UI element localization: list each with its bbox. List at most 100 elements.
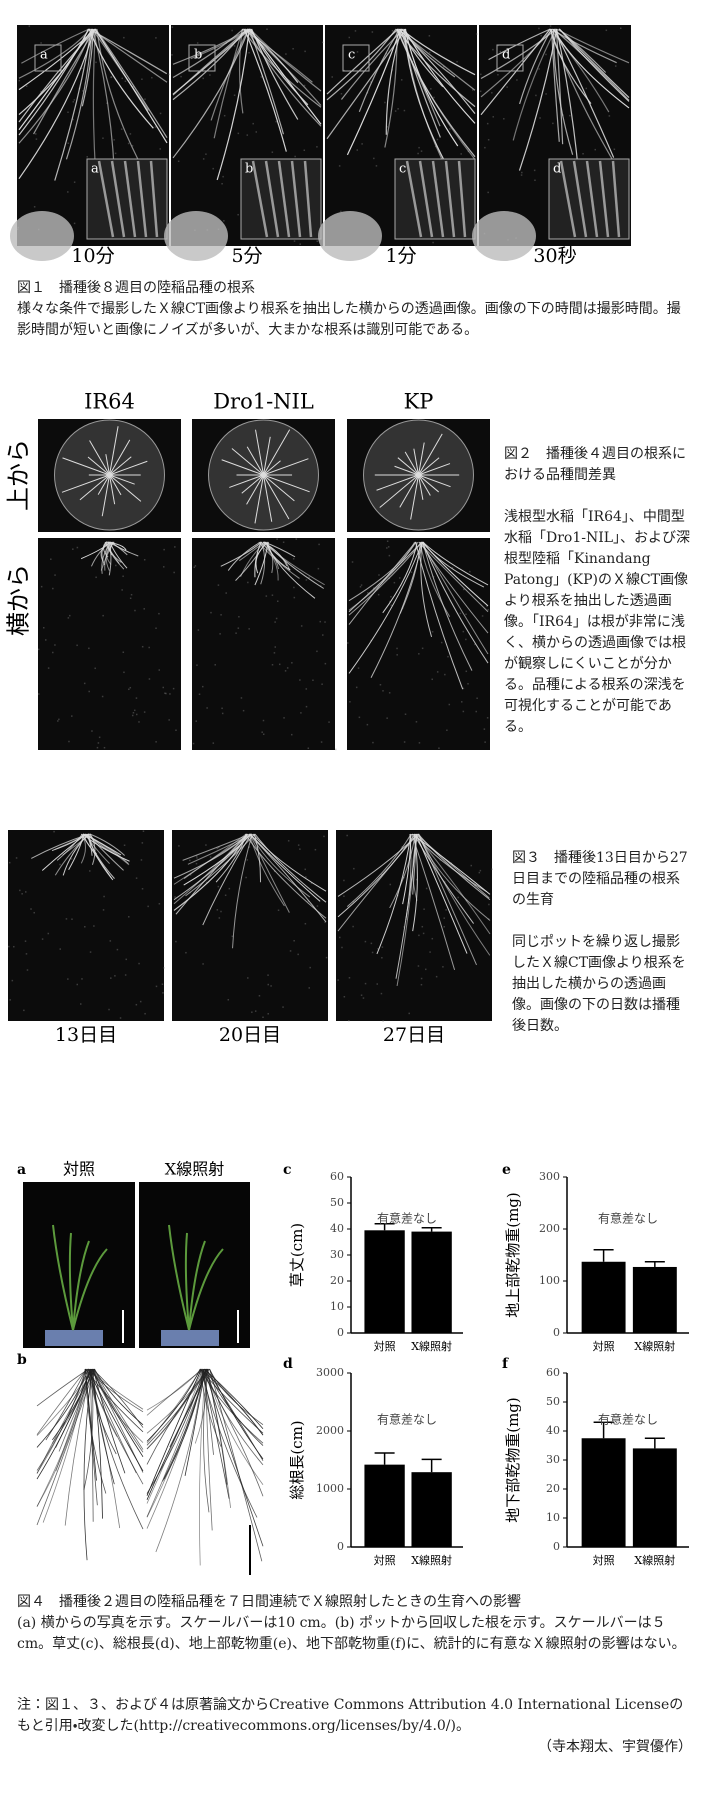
noise <box>308 576 310 579</box>
noise <box>73 99 76 101</box>
root <box>248 833 285 907</box>
noise <box>129 686 132 689</box>
root <box>246 446 264 476</box>
caption-title: 図３ 播種後13日目から27日目までの陸稲品種の根系の生育 <box>512 850 688 908</box>
noise <box>131 144 134 147</box>
root <box>418 474 440 493</box>
annotation: 有意差なし <box>598 1212 658 1226</box>
root <box>326 28 397 101</box>
noise <box>251 1011 253 1013</box>
noise <box>113 139 115 141</box>
root <box>80 833 87 864</box>
noise <box>225 592 227 594</box>
root <box>303 160 313 238</box>
noise <box>108 540 110 543</box>
noise <box>223 114 226 117</box>
noise <box>340 210 342 213</box>
noise <box>68 740 70 743</box>
noise <box>316 905 319 907</box>
root <box>420 541 433 638</box>
noise <box>418 934 420 937</box>
noise <box>248 846 251 848</box>
leaf <box>52 1224 74 1331</box>
noise <box>497 73 499 76</box>
inset-letter: c <box>399 162 406 177</box>
y-axis-label: 地上部乾物重(mg) <box>504 1192 522 1318</box>
column-label: KP <box>404 390 434 414</box>
noise <box>300 712 302 714</box>
root <box>376 833 412 955</box>
root <box>480 28 557 80</box>
noise <box>95 576 97 579</box>
noise <box>58 718 60 721</box>
noise <box>506 86 508 88</box>
noise <box>143 711 146 713</box>
noise <box>488 903 490 906</box>
noise <box>379 683 382 686</box>
root <box>240 541 266 578</box>
root <box>251 160 269 238</box>
root <box>415 833 490 899</box>
noise <box>304 922 307 925</box>
caption-text: 浅根型水稲「IR64」、中間型水稲「Dro1-NIL」、および深根型陸稲「Kin… <box>504 509 691 735</box>
noise <box>274 621 276 623</box>
noise <box>196 857 198 859</box>
noise <box>219 633 221 635</box>
noise <box>81 67 83 70</box>
noise <box>110 76 112 79</box>
root <box>18 28 97 123</box>
noise <box>261 731 263 733</box>
annotation: 有意差なし <box>377 1212 437 1226</box>
root <box>172 28 250 159</box>
figure4-caption: 図４ 播種後２週目の陸稲品種を７日間連続でＸ線照射したときの生育への影響 (a)… <box>17 1592 692 1655</box>
root <box>246 474 264 505</box>
noise <box>59 863 61 866</box>
noise <box>30 908 32 910</box>
noise <box>260 76 263 78</box>
noise <box>267 983 269 986</box>
noise <box>337 979 339 981</box>
noise <box>469 570 471 573</box>
root <box>262 541 291 570</box>
noise <box>447 655 449 658</box>
caption-text: 同じポットを繰り返し撮影したＸ線CT画像より根系を抽出した横からの透過画像。画像… <box>512 934 686 1034</box>
noise <box>480 73 482 76</box>
noise <box>394 110 397 112</box>
time-label: 5分 <box>231 245 262 267</box>
root <box>480 28 554 98</box>
noise <box>35 138 38 140</box>
root <box>403 28 476 124</box>
noise <box>539 117 541 119</box>
noise <box>462 710 465 713</box>
noise <box>125 958 128 961</box>
noise <box>360 584 363 586</box>
noise <box>202 963 204 965</box>
noise <box>549 25 552 27</box>
noise <box>417 152 419 155</box>
noise <box>389 600 391 603</box>
root <box>396 28 476 158</box>
inset-marker <box>342 44 370 72</box>
noise <box>307 900 310 903</box>
noise <box>492 116 495 118</box>
noise <box>197 629 200 631</box>
noise <box>15 857 18 859</box>
noise <box>165 692 167 695</box>
root <box>394 465 419 476</box>
noise <box>43 626 45 629</box>
y-tick-label: 40 <box>546 1424 560 1437</box>
x-tick-label: X線照射 <box>634 1553 675 1567</box>
noise <box>484 146 486 149</box>
noise <box>304 868 306 871</box>
root <box>418 457 440 476</box>
noise <box>339 936 341 939</box>
note-text: 注：図１、３、および４は原著論文からCreative Commons Attri… <box>17 1697 684 1734</box>
root <box>232 833 253 949</box>
noise <box>174 896 176 898</box>
root <box>45 1368 87 1441</box>
root <box>216 28 250 181</box>
y-tick-label: 300 <box>539 1170 560 1183</box>
root <box>92 1368 126 1474</box>
photo-label: X線照射 <box>165 1160 224 1179</box>
noise <box>474 643 476 646</box>
